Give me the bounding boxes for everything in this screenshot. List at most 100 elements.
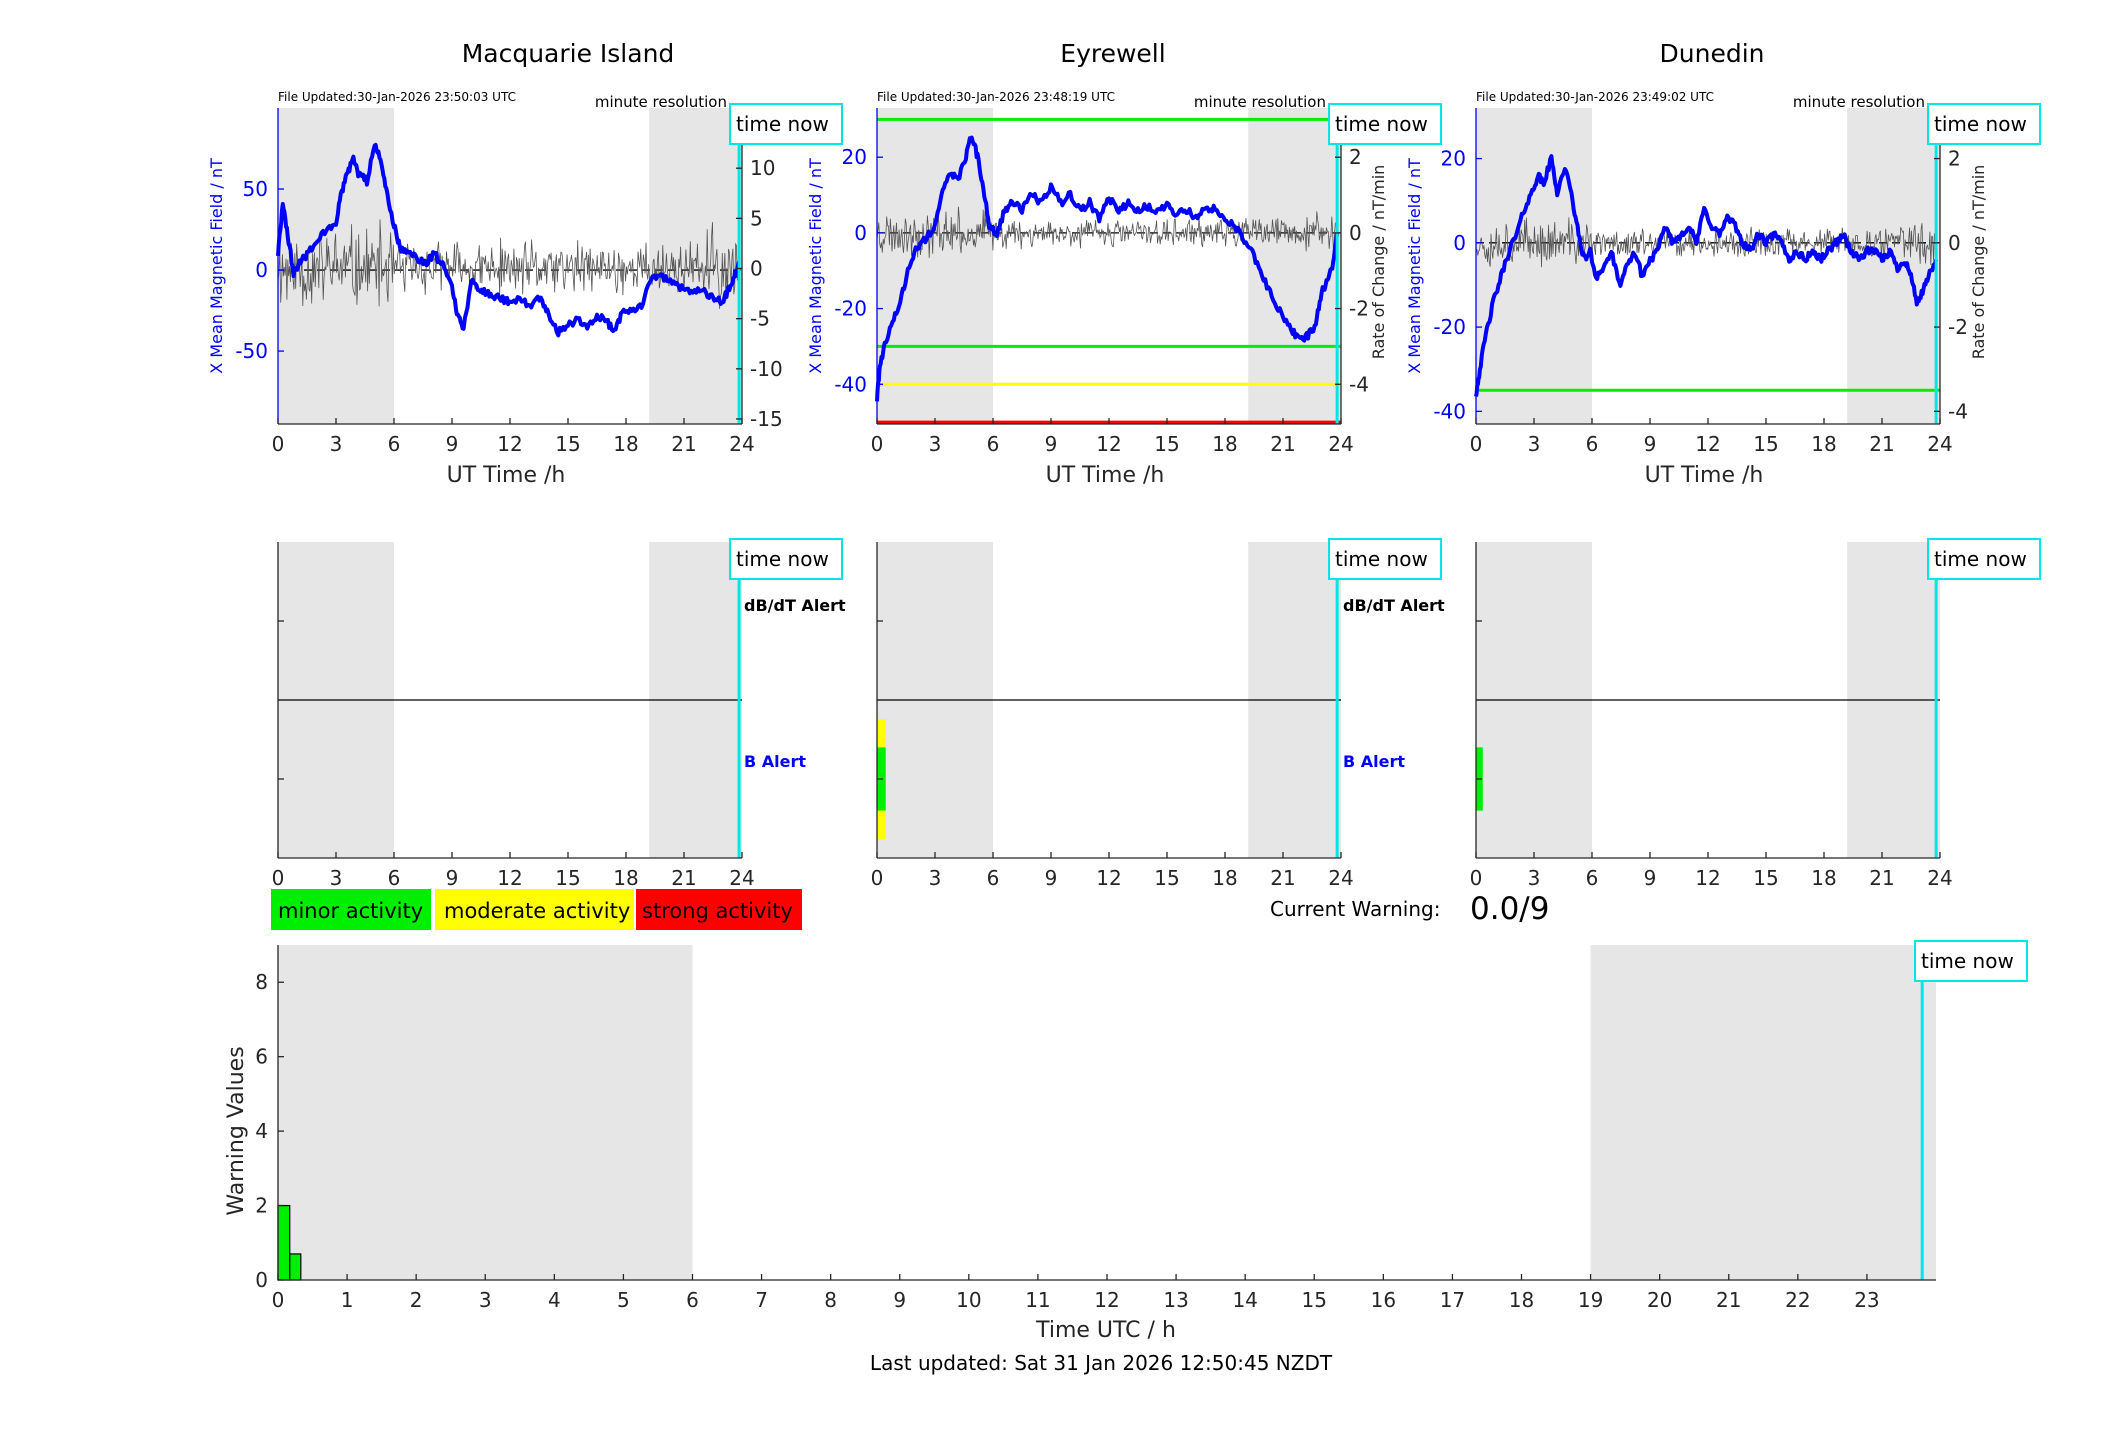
alert-chart-dunedin: 0 3 6 9 12 15 18 21 24 time now xyxy=(1470,538,2041,890)
minute-resolution-dunedin: minute resolution xyxy=(1793,93,1925,111)
warning-bar xyxy=(277,1204,291,1281)
x-tick-label: 0 xyxy=(871,432,884,456)
ylabel-right-dunedin: Rate of Change / nT/min xyxy=(1969,165,1988,360)
y-tick-left-label: 0 xyxy=(255,258,268,282)
y-tick-right-label: 0 xyxy=(1948,231,1961,255)
x-tick-label: 18 xyxy=(1811,866,1836,890)
night-band xyxy=(649,108,742,424)
panel-title-eyrewell: Eyrewell xyxy=(1060,39,1165,68)
y-tick-left-label: -20 xyxy=(834,297,867,321)
time-now-box-eyrewell-alert xyxy=(1328,538,1442,580)
y-tick-right-label: 2 xyxy=(1349,145,1362,169)
y-tick-left-label: -40 xyxy=(834,372,867,396)
legend-strong-label: strong activity xyxy=(642,899,793,923)
alert-chart-eyrewell: 0 3 6 9 12 15 18 21 24 time now xyxy=(871,538,1442,890)
y-tick-right-label: -5 xyxy=(750,307,770,331)
time-now-box-dunedin-top xyxy=(1927,103,2041,145)
x-tick-label: 7 xyxy=(755,1288,768,1312)
y-tick-right-label: 0 xyxy=(750,257,763,281)
xlabel-warning: Time UTC / h xyxy=(1035,1318,1176,1343)
alert-chart-macquarie: 0 3 6 9 12 15 18 21 24 time now xyxy=(272,538,843,890)
night-band xyxy=(1248,108,1341,424)
night-band xyxy=(877,108,993,424)
dbdt-alert-label-eyrewell: dB/dT Alert xyxy=(1343,596,1445,615)
time-now-box-eyrewell-top xyxy=(1328,103,1442,145)
time-now-box-macquarie-top xyxy=(729,103,843,145)
x-tick-label: 3 xyxy=(330,866,343,890)
x-tick-label: 0 xyxy=(871,866,884,890)
y-tick-label: 4 xyxy=(255,1119,268,1143)
y-tick-left-label: 0 xyxy=(1453,231,1466,255)
minute-resolution-eyrewell: minute resolution xyxy=(1194,93,1326,111)
x-tick-label: 21 xyxy=(671,432,696,456)
ylabel-left-macquarie: X Mean Magnetic Field / nT xyxy=(207,158,226,374)
last-updated: Last updated: Sat 31 Jan 2026 12:50:45 N… xyxy=(870,1351,1333,1375)
x-tick-label: 0 xyxy=(1470,432,1483,456)
x-tick-label: 17 xyxy=(1440,1288,1465,1312)
ylabel-warning: Warning Values xyxy=(224,1046,249,1215)
x-tick-label: 23 xyxy=(1854,1288,1879,1312)
x-tick-label: 6 xyxy=(388,866,401,890)
x-tick-label: 18 xyxy=(1212,432,1237,456)
y-tick-left-label: -40 xyxy=(1433,399,1466,423)
rate-of-change-series xyxy=(876,206,1338,258)
night-band xyxy=(278,945,693,1280)
x-tick-label: 15 xyxy=(555,432,580,456)
time-now-label-eyrewell-alert: time now xyxy=(1335,547,1428,571)
x-tick-label: 3 xyxy=(1528,866,1541,890)
time-now-label-dunedin-top: time now xyxy=(1934,112,2027,136)
minute-resolution-macquarie: minute resolution xyxy=(595,93,727,111)
dbdt-alert-label-macquarie: dB/dT Alert xyxy=(744,596,846,615)
x-tick-label: 12 xyxy=(1094,1288,1119,1312)
b-alert-label-eyrewell: B Alert xyxy=(1343,752,1405,771)
x-tick-label: 24 xyxy=(729,432,754,456)
current-warning-value: 0.0/9 xyxy=(1470,891,1549,927)
y-tick-label: 2 xyxy=(255,1194,268,1218)
x-tick-label: 15 xyxy=(1154,866,1179,890)
time-now-label-eyrewell-top: time now xyxy=(1335,112,1428,136)
y-tick-label: 8 xyxy=(255,970,268,994)
warning-chart: 0 1 2 3 4 5 6 7 8 9 10 11 12 13 14 15 16 17 18 19 20 21 22 2302… xyxy=(255,940,2028,1312)
legend-strong-swatch xyxy=(636,889,802,930)
x-tick-label: 19 xyxy=(1578,1288,1603,1312)
x-tick-label: 5 xyxy=(617,1288,630,1312)
x-tick-label: 21 xyxy=(671,866,696,890)
legend-minor-label: minor activity xyxy=(278,899,423,923)
x-tick-label: 0 xyxy=(272,1288,285,1312)
time-now-label-macquarie-top: time now xyxy=(736,112,829,136)
time-now-box-dunedin-alert xyxy=(1927,538,2041,580)
file-updated-eyrewell: File Updated:30-Jan-2026 23:48:19 UTC xyxy=(877,90,1115,104)
panel-title-macquarie: Macquarie Island xyxy=(462,39,675,68)
x-tick-label: 0 xyxy=(272,432,285,456)
x-tick-label: 4 xyxy=(548,1288,561,1312)
x-tick-label: 9 xyxy=(446,432,459,456)
time-now-label-macquarie-alert: time now xyxy=(736,547,829,571)
y-tick-right-label: 2 xyxy=(1948,147,1961,171)
x-tick-label: 24 xyxy=(1328,866,1353,890)
x-tick-label: 15 xyxy=(555,866,580,890)
ylabel-right-eyrewell: Rate of Change / nT/min xyxy=(1369,165,1388,360)
panel-title-dunedin: Dunedin xyxy=(1660,39,1765,68)
y-tick-label: 6 xyxy=(255,1045,268,1069)
x-tick-label: 21 xyxy=(1716,1288,1741,1312)
x-tick-label: 24 xyxy=(1927,866,1952,890)
ylabel-left-dunedin: X Mean Magnetic Field / nT xyxy=(1405,158,1424,374)
y-tick-left-label: -50 xyxy=(235,339,268,363)
file-updated-dunedin: File Updated:30-Jan-2026 23:49:02 UTC xyxy=(1476,90,1714,104)
x-tick-label: 12 xyxy=(497,866,522,890)
y-tick-right-label: 5 xyxy=(750,206,763,230)
file-updated-macquarie: File Updated:30-Jan-2026 23:50:03 UTC xyxy=(278,90,516,104)
rate-of-change-series xyxy=(1475,217,1937,268)
y-tick-right-label: -2 xyxy=(1349,297,1369,321)
warning-bar xyxy=(289,1253,302,1281)
x-field-series xyxy=(276,142,741,338)
y-tick-left-label: -20 xyxy=(1433,315,1466,339)
x-tick-label: 3 xyxy=(929,432,942,456)
x-tick-label: 8 xyxy=(824,1288,837,1312)
x-tick-label: 21 xyxy=(1270,866,1295,890)
x-tick-label: 6 xyxy=(1586,866,1599,890)
